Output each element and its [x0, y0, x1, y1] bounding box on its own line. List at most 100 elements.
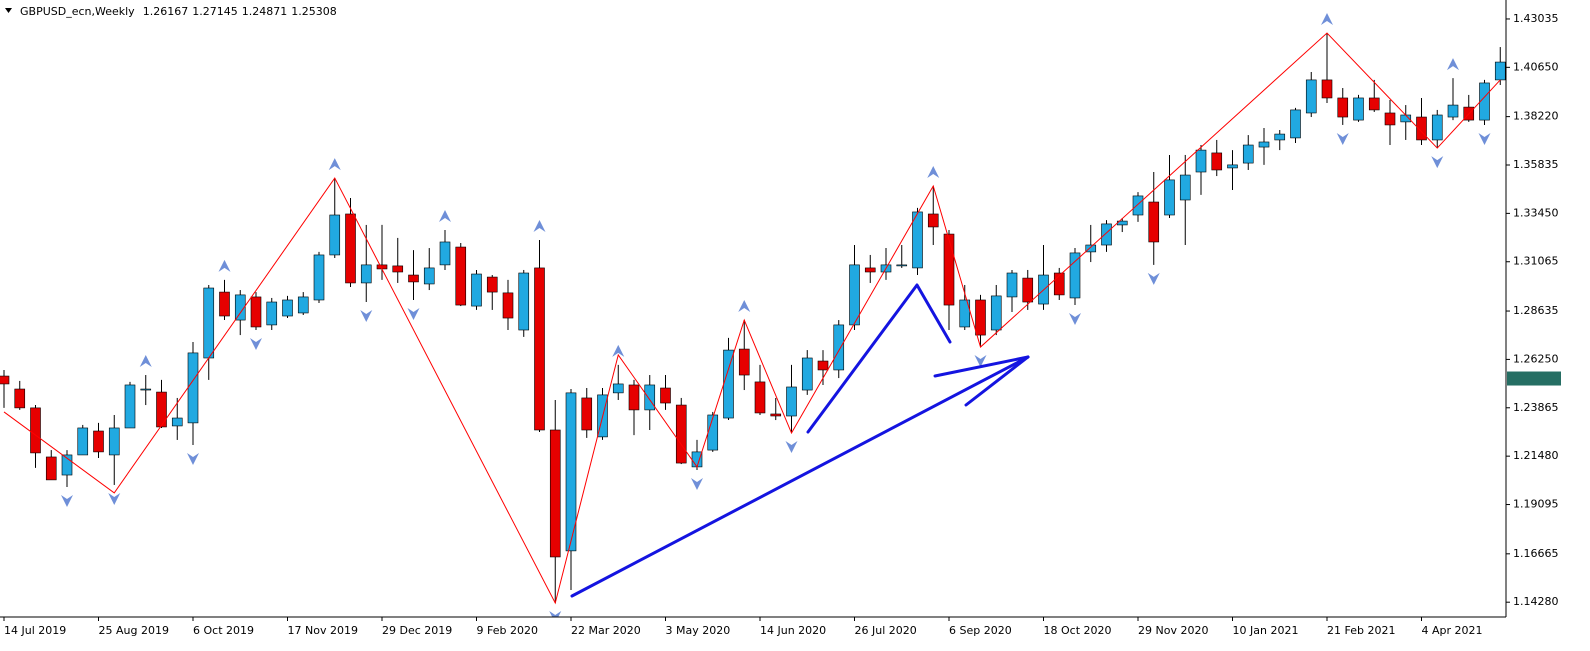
- y-tick-label: 1.31065: [1513, 255, 1559, 268]
- header-title: GBPUSD_ecn,Weekly: [20, 5, 135, 18]
- x-tick-label: 6 Oct 2019: [193, 624, 254, 637]
- header-toggle[interactable]: [5, 8, 12, 13]
- y-tick-label: 1.23865: [1513, 401, 1559, 414]
- fractal-up: [533, 219, 546, 232]
- candle-body: [219, 291, 230, 317]
- fractal-down: [250, 337, 262, 350]
- header-high: 1.27145: [192, 5, 238, 18]
- x-tick-label: 10 Jan 2021: [1233, 624, 1299, 637]
- candle-body: [502, 292, 514, 319]
- candle-body: [0, 375, 10, 385]
- candle-body: [471, 273, 482, 307]
- x-tick-label: 29 Dec 2019: [382, 624, 452, 637]
- candle-body: [234, 294, 246, 321]
- x-tick-label: 21 Feb 2021: [1327, 624, 1395, 637]
- zigzag-line: [3, 32, 1501, 605]
- candle-body: [754, 381, 766, 414]
- y-tick-label: 1.38220: [1513, 110, 1559, 123]
- fractal-down: [785, 441, 798, 454]
- fractal-down: [549, 611, 562, 617]
- candle-body: [250, 296, 262, 328]
- x-tick-label: 17 Nov 2019: [288, 624, 358, 637]
- candle-body: [675, 404, 687, 464]
- candle-body: [392, 265, 404, 273]
- candle-body: [439, 241, 451, 266]
- candle-body: [1368, 97, 1380, 111]
- y-tick-label: 1.35835: [1513, 158, 1559, 171]
- candle-body: [707, 414, 719, 451]
- candle-body: [1101, 223, 1112, 246]
- candle-body: [486, 276, 498, 293]
- candle-body: [156, 391, 167, 428]
- candle-body: [423, 267, 435, 285]
- candle-body: [1447, 104, 1459, 118]
- x-tick-label: 18 Oct 2020: [1044, 624, 1112, 637]
- candle-body: [1132, 195, 1144, 216]
- y-tick-label: 1.28635: [1513, 304, 1559, 317]
- candle-body: [1479, 82, 1490, 121]
- candle-body: [187, 352, 199, 424]
- fractal-up: [139, 355, 152, 368]
- fractal-up: [612, 344, 625, 357]
- candle-body: [723, 349, 734, 419]
- candle-body: [345, 213, 356, 284]
- candle-body: [1211, 152, 1223, 171]
- candle-body: [975, 299, 986, 336]
- candle-body: [1321, 79, 1333, 99]
- drawn-arrow-head: [964, 355, 1030, 407]
- x-tick-label: 6 Sep 2020: [949, 624, 1012, 637]
- candle-body: [203, 287, 215, 359]
- candle-body: [1274, 133, 1286, 141]
- candle-body: [518, 272, 530, 331]
- fractal-down: [691, 477, 703, 490]
- y-tick-label: 1.19095: [1513, 498, 1559, 511]
- candle-body: [1384, 112, 1396, 126]
- x-tick-label: 26 Jul 2020: [855, 624, 917, 637]
- candle-body: [45, 456, 57, 481]
- candle-body: [408, 274, 419, 283]
- candle-body: [660, 387, 671, 404]
- candle-body: [313, 254, 325, 301]
- y-tick-label: 1.33450: [1513, 206, 1559, 219]
- x-tick-label: 25 Aug 2019: [99, 624, 169, 637]
- candle-body: [266, 301, 278, 326]
- fractal-down: [187, 453, 199, 466]
- fractal-up: [1447, 58, 1459, 71]
- last-price-box: [1507, 371, 1561, 386]
- candle-body: [738, 348, 750, 376]
- candle-body: [770, 413, 782, 417]
- fractal-down: [1069, 313, 1081, 326]
- candle-body: [1431, 114, 1443, 141]
- candle-body: [1022, 277, 1034, 303]
- candle-body: [1148, 201, 1160, 243]
- fractal-up: [927, 165, 940, 178]
- y-tick-label: 1.21480: [1513, 449, 1559, 462]
- candle-body: [864, 267, 876, 273]
- fractal-down: [360, 310, 373, 323]
- candle-body: [30, 407, 41, 454]
- candle-body: [77, 427, 89, 456]
- fractal-down: [108, 492, 121, 505]
- candle-body: [140, 388, 152, 391]
- header-close: 1.25308: [291, 5, 337, 18]
- candle-body: [1494, 61, 1506, 81]
- fractal-down: [974, 355, 987, 368]
- fractal-up: [1321, 13, 1333, 26]
- x-tick-label: 14 Jul 2019: [4, 624, 66, 637]
- candle-body: [786, 386, 797, 417]
- header-low: 1.24871: [242, 5, 288, 18]
- candle-body: [1258, 141, 1270, 148]
- candle-body: [644, 384, 656, 411]
- candle-body: [1006, 272, 1018, 298]
- fractal-down: [61, 494, 73, 507]
- candle-body: [455, 246, 467, 306]
- y-tick-label: 1.16665: [1513, 547, 1559, 560]
- candle-body: [912, 211, 923, 269]
- fractal-up: [218, 259, 231, 272]
- candle-body: [1085, 244, 1097, 253]
- x-tick-label: 22 Mar 2020: [571, 624, 641, 637]
- fractal-down: [1336, 132, 1349, 145]
